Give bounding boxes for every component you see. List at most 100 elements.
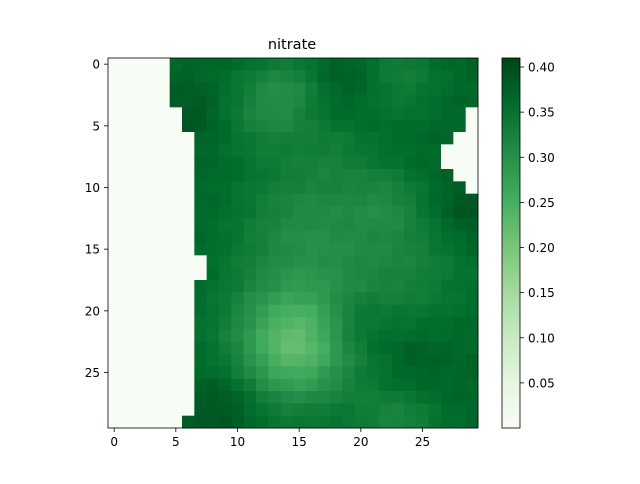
heatmap-cell — [256, 366, 269, 380]
heatmap-cell — [206, 341, 220, 355]
heatmap-cell — [453, 378, 467, 392]
heatmap-cell — [330, 193, 343, 207]
heatmap-cell — [182, 132, 195, 145]
heatmap-cell — [391, 95, 405, 108]
heatmap-cell — [256, 230, 269, 244]
heatmap-cell — [342, 267, 356, 281]
heatmap-cell — [354, 267, 368, 281]
heatmap-cell — [108, 95, 121, 108]
heatmap-cell — [194, 243, 208, 256]
heatmap-cell — [293, 206, 306, 219]
heatmap-cell — [145, 341, 158, 355]
heatmap-cell — [428, 280, 442, 293]
heatmap-cell — [206, 366, 220, 380]
heatmap-cell — [379, 341, 393, 355]
heatmap-cell — [206, 280, 220, 293]
heatmap-cell — [367, 243, 380, 256]
heatmap-cell — [194, 193, 208, 207]
heatmap-cell — [268, 391, 282, 404]
heatmap-cell — [317, 317, 331, 330]
heatmap-cell — [317, 218, 331, 232]
heatmap-cell — [367, 230, 380, 244]
heatmap-cell — [391, 403, 405, 417]
heatmap-cell — [169, 329, 183, 343]
heatmap-cell — [108, 193, 121, 207]
heatmap-cell — [243, 107, 257, 121]
heatmap-cell — [132, 366, 146, 380]
heatmap-cell — [206, 415, 220, 429]
heatmap-cell — [231, 156, 245, 170]
heatmap-cell — [145, 193, 158, 207]
heatmap-cell — [120, 119, 134, 133]
heatmap-cell — [465, 107, 479, 121]
heatmap-cell — [404, 119, 417, 133]
heatmap-cell — [194, 255, 208, 269]
heatmap-cell — [219, 156, 232, 170]
heatmap-cell — [280, 317, 294, 330]
heatmap-cell — [206, 193, 220, 207]
heatmap-cell — [342, 230, 356, 244]
heatmap-cell — [219, 329, 232, 343]
heatmap-cell — [108, 354, 121, 367]
heatmap-cell — [169, 317, 183, 330]
heatmap-cell — [194, 280, 208, 293]
heatmap-cell — [330, 354, 343, 367]
heatmap-cell — [132, 329, 146, 343]
heatmap-cell — [268, 119, 282, 133]
heatmap-cell — [108, 132, 121, 145]
heatmap-cell — [342, 206, 356, 219]
heatmap-cell — [391, 317, 405, 330]
heatmap-cell — [354, 243, 368, 256]
heatmap-cell — [428, 317, 442, 330]
x-tick-label: 15 — [292, 435, 307, 449]
heatmap-cell — [367, 156, 380, 170]
heatmap-cell — [330, 95, 343, 108]
heatmap-cell — [206, 132, 220, 145]
heatmap-cell — [256, 132, 269, 145]
heatmap-cell — [453, 415, 467, 429]
heatmap-cell — [157, 329, 171, 343]
heatmap-cell — [330, 243, 343, 256]
heatmap-cell — [342, 341, 356, 355]
heatmap-cell — [280, 193, 294, 207]
heatmap-cell — [280, 119, 294, 133]
heatmap-cell — [391, 58, 405, 71]
colorbar-tick-label: 0.05 — [528, 376, 555, 390]
heatmap-cell — [256, 156, 269, 170]
heatmap-cell — [354, 354, 368, 367]
heatmap-cell — [453, 169, 467, 182]
heatmap-cell — [157, 156, 171, 170]
heatmap-cell — [206, 317, 220, 330]
heatmap-cell — [268, 95, 282, 108]
heatmap-cell — [465, 243, 479, 256]
heatmap-cell — [317, 378, 331, 392]
heatmap-cell — [330, 366, 343, 380]
heatmap-cell — [391, 255, 405, 269]
heatmap-cell — [391, 230, 405, 244]
x-tick-label: 20 — [353, 435, 368, 449]
heatmap-cell — [194, 181, 208, 195]
heatmap-cell — [317, 329, 331, 343]
heatmap-cell — [243, 280, 257, 293]
heatmap-cell — [441, 206, 454, 219]
heatmap-cell — [231, 95, 245, 108]
heatmap-cell — [391, 206, 405, 219]
heatmap-cell — [416, 70, 430, 84]
heatmap-axes: 0 5 10 15 20 25 0 5 10 15 20 25 — [85, 57, 479, 449]
heatmap-cell — [280, 95, 294, 108]
heatmap-cell — [379, 378, 393, 392]
heatmap-cell — [194, 403, 208, 417]
heatmap-cell — [169, 415, 183, 429]
heatmap-cell — [293, 181, 306, 195]
heatmap-cell — [120, 132, 134, 145]
heatmap-cell — [256, 304, 269, 318]
heatmap-cell — [441, 132, 454, 145]
heatmap-cell — [379, 181, 393, 195]
heatmap-cell — [120, 95, 134, 108]
heatmap-cell — [157, 304, 171, 318]
heatmap-cell — [367, 304, 380, 318]
heatmap-cell — [280, 132, 294, 145]
heatmap-cell — [231, 70, 245, 84]
heatmap-cell — [280, 391, 294, 404]
heatmap-cell — [330, 280, 343, 293]
